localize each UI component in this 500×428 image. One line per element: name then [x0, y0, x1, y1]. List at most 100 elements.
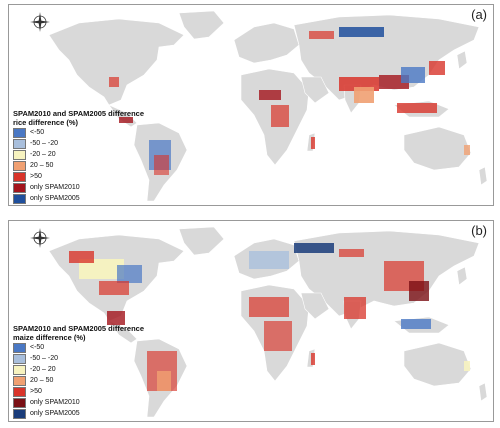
- maize-cell: [401, 319, 431, 329]
- crop-difference-overlay-a: [109, 27, 470, 175]
- rice-cell: [311, 137, 315, 149]
- legend-swatch: [13, 397, 26, 408]
- maize-cell: [311, 353, 315, 365]
- legend-item: >50: [13, 171, 163, 182]
- legend-label: only SPAM2010: [30, 184, 80, 191]
- rice-cell: [154, 155, 169, 175]
- legend-subtitle: rice difference (%): [13, 118, 79, 127]
- legend-swatch: [13, 386, 26, 397]
- legend-label: <-50: [30, 344, 45, 351]
- central-america: [108, 320, 138, 344]
- legend-rows-b: <-50 -50 – -20 -20 – 20 20 – 50 >50 only SPAM…: [13, 342, 163, 419]
- maize-cell: [339, 249, 364, 257]
- rice-cell: [109, 77, 119, 87]
- legend-swatch: [13, 138, 26, 149]
- world-map-b: [48, 226, 488, 418]
- compass-rose-icon: [29, 227, 51, 249]
- north-america: [48, 18, 185, 106]
- legend-label: -50 – -20: [30, 140, 59, 147]
- rice-cell: [259, 90, 281, 100]
- rice-cell: [397, 103, 437, 113]
- legend-item: -20 – 20: [13, 364, 163, 375]
- map-panel-a: (a) SPAM2010 and SPAM2005 difference ric…: [8, 4, 494, 206]
- rice-cell: [464, 145, 470, 155]
- legend-swatch: [13, 160, 26, 171]
- legend-label: -50 – -20: [30, 355, 59, 362]
- legend-item: -20 – 20: [13, 149, 163, 160]
- new-zealand: [478, 382, 488, 402]
- greenland: [178, 10, 225, 40]
- legend-subtitle: maize difference (%): [13, 333, 86, 342]
- legend-label: -20 – 20: [30, 151, 56, 158]
- legend-label: 20 – 50: [30, 377, 54, 384]
- rice-cell: [401, 67, 425, 83]
- legend-b: SPAM2010 and SPAM2005 difference maize d…: [13, 324, 163, 419]
- legend-label: 20 – 50: [30, 162, 54, 169]
- maize-cell: [157, 371, 171, 391]
- panel-label-a: (a): [471, 7, 487, 22]
- legend-swatch: [13, 408, 26, 419]
- legend-swatch: [13, 193, 26, 204]
- maize-cell: [99, 281, 129, 295]
- maize-cell: [249, 251, 289, 269]
- maize-cell: [264, 321, 292, 351]
- rice-cell: [339, 27, 384, 37]
- legend-label: <-50: [30, 129, 45, 136]
- rice-cell: [429, 61, 445, 75]
- legend-label: -20 – 20: [30, 366, 56, 373]
- legend-label: only SPAM2005: [30, 410, 80, 417]
- australia: [403, 342, 472, 387]
- legend-item: only SPAM2010: [13, 182, 163, 193]
- legend-swatch: [13, 171, 26, 182]
- arabia: [300, 292, 330, 320]
- legend-item: only SPAM2005: [13, 408, 163, 419]
- world-map-a: [48, 10, 488, 202]
- australia: [403, 126, 472, 171]
- maize-cell: [249, 297, 289, 317]
- crop-difference-overlay-b: [69, 243, 470, 391]
- legend-item: <-50: [13, 342, 163, 353]
- japan: [456, 50, 468, 70]
- maize-cell: [79, 259, 124, 279]
- legend-swatch: [13, 375, 26, 386]
- maize-cell: [464, 361, 470, 371]
- legend-item: 20 – 50: [13, 160, 163, 171]
- legend-swatch: [13, 364, 26, 375]
- rice-cell: [119, 117, 133, 123]
- legend-label: >50: [30, 173, 42, 180]
- legend-item: >50: [13, 386, 163, 397]
- legend-item: <-50: [13, 127, 163, 138]
- rice-cell: [309, 31, 334, 39]
- europe: [233, 22, 300, 64]
- greenland: [178, 226, 225, 256]
- legend-swatch: [13, 342, 26, 353]
- maize-cell: [107, 311, 125, 325]
- legend-swatch: [13, 182, 26, 193]
- legend-swatch: [13, 353, 26, 364]
- legend-item: only SPAM2005: [13, 193, 163, 204]
- panel-label-b: (b): [471, 223, 487, 238]
- legend-item: 20 – 50: [13, 375, 163, 386]
- maize-cell: [344, 297, 366, 319]
- maize-cell: [294, 243, 334, 253]
- rice-cell: [271, 105, 289, 127]
- legend-label: >50: [30, 388, 42, 395]
- new-zealand: [478, 166, 488, 186]
- japan: [456, 266, 468, 286]
- legend-a: SPAM2010 and SPAM2005 difference rice di…: [13, 109, 163, 204]
- legend-item: only SPAM2010: [13, 397, 163, 408]
- legend-title: SPAM2010 and SPAM2005 difference: [13, 324, 145, 333]
- legend-label: only SPAM2010: [30, 399, 80, 406]
- map-panel-b: (b) SPAM2010 and SPAM2005 difference mai…: [8, 220, 494, 422]
- legend-item: -50 – -20: [13, 353, 163, 364]
- legend-item: -50 – -20: [13, 138, 163, 149]
- rice-cell: [354, 87, 374, 103]
- legend-swatch: [13, 149, 26, 160]
- maize-cell: [69, 251, 94, 263]
- legend-label: only SPAM2005: [30, 195, 80, 202]
- legend-title: SPAM2010 and SPAM2005 difference: [13, 109, 145, 118]
- maize-cell: [409, 281, 429, 301]
- legend-swatch: [13, 127, 26, 138]
- arabia: [300, 76, 330, 104]
